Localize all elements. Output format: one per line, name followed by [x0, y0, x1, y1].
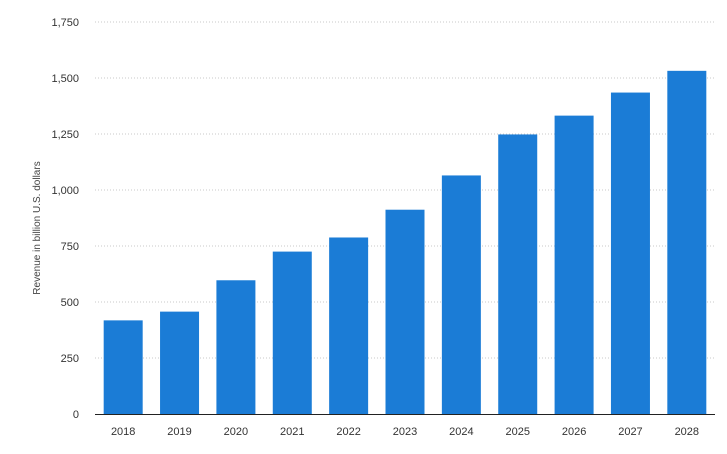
x-tick-label: 2025 — [505, 426, 529, 438]
y-tick-label: 1,250 — [51, 129, 79, 141]
y-tick-label: 1,750 — [51, 17, 79, 29]
bar-2026[interactable] — [554, 115, 594, 414]
y-axis-label: Revenue in billion U.S. dollars — [32, 161, 43, 294]
x-tick-label: 2021 — [280, 426, 304, 438]
x-tick-label: 2027 — [618, 426, 642, 438]
x-tick-label: 2028 — [675, 426, 699, 438]
bar-2024[interactable] — [441, 175, 481, 414]
bar-2019[interactable] — [160, 311, 200, 414]
bar-2027[interactable] — [610, 92, 650, 414]
bar-2020[interactable] — [216, 280, 256, 414]
x-tick-label: 2018 — [111, 426, 135, 438]
y-tick-label: 1,000 — [51, 185, 79, 197]
y-tick-label: 500 — [61, 297, 79, 309]
bar-2025[interactable] — [498, 134, 538, 414]
bar-2028[interactable] — [667, 70, 707, 414]
x-tick-label: 2019 — [167, 426, 191, 438]
bar-2018[interactable] — [103, 320, 143, 414]
y-tick-label: 750 — [61, 241, 79, 253]
x-tick-label: 2024 — [449, 426, 473, 438]
y-axis-ticks: 0 250 500 750 1,000 1,250 1,500 1,750 — [51, 17, 79, 421]
x-tick-label: 2022 — [336, 426, 360, 438]
y-tick-label: 250 — [61, 353, 79, 365]
bar-2023[interactable] — [385, 209, 425, 414]
x-tick-label: 2020 — [224, 426, 248, 438]
y-tick-label: 0 — [73, 409, 79, 421]
bars — [103, 70, 707, 414]
bar-2021[interactable] — [272, 251, 312, 414]
x-tick-label: 2026 — [562, 426, 586, 438]
x-axis-ticks: 2018 2019 2020 2021 2022 2023 2024 2025 2026 2027… — [111, 426, 699, 438]
y-tick-label: 1,500 — [51, 73, 79, 85]
bar-2022[interactable] — [329, 237, 369, 414]
x-tick-label: 2023 — [393, 426, 417, 438]
